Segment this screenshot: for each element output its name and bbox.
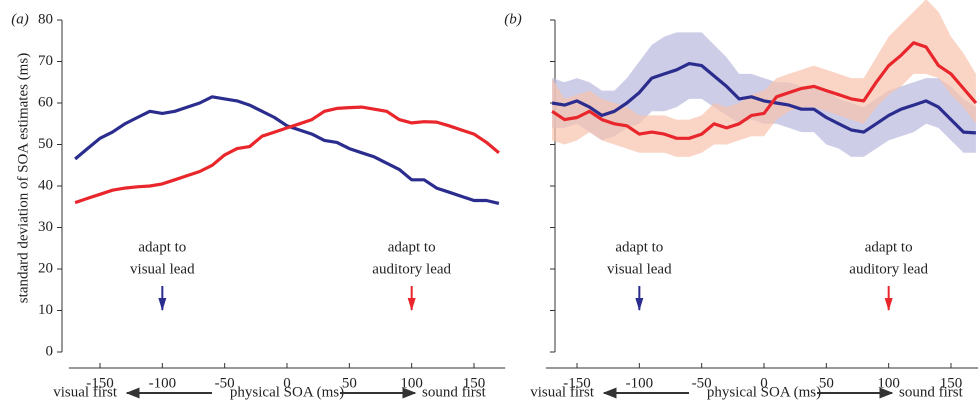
annotation: visual lead — [607, 261, 672, 277]
x-axis-left-label: visual first — [53, 384, 118, 400]
annotation: auditory lead — [372, 261, 451, 277]
y-tick-label: 30 — [38, 219, 53, 235]
y-tick-label: 80 — [38, 11, 53, 27]
x-tick-label: 0 — [760, 375, 768, 391]
x-axis-left-label: visual first — [530, 384, 595, 400]
x-tick-label: -50 — [215, 375, 235, 391]
annotation-arrow-head — [884, 298, 893, 311]
y-axis-label: standard deviation of SOA estimates (ms) — [15, 53, 31, 303]
annotation: adapt to — [138, 239, 186, 255]
annotation: visual lead — [130, 261, 195, 277]
y-tick-label: 70 — [38, 53, 53, 69]
data-line — [74, 105, 500, 205]
error-band — [552, 0, 976, 157]
data-line — [551, 62, 977, 135]
annotation: adapt to — [388, 239, 436, 255]
x-tick-label: 0 — [283, 375, 291, 391]
x-tick-label: -150 — [563, 375, 591, 391]
panel-label: (a) — [11, 11, 29, 27]
x-tick-label: 50 — [342, 375, 357, 391]
annotation-arrow-head — [158, 298, 167, 311]
y-tick-label: 10 — [38, 302, 53, 318]
x-tick-label: 150 — [940, 375, 963, 391]
data-line — [74, 95, 500, 205]
data-line — [551, 41, 978, 140]
x-tick-label: -100 — [149, 375, 177, 391]
x-tick-label: 100 — [877, 375, 900, 391]
annotation-arrow-head — [635, 298, 644, 311]
y-tick-label: 0 — [46, 343, 54, 359]
x-tick-label: -100 — [626, 375, 654, 391]
y-tick-label: 20 — [38, 260, 53, 276]
x-tick-label: -150 — [86, 375, 114, 391]
x-axis-right-label: sound first — [899, 384, 964, 400]
x-tick-label: 150 — [463, 375, 486, 391]
x-tick-label: -50 — [692, 375, 712, 391]
x-axis-label: physical SOA (ms) — [707, 384, 821, 400]
annotation: auditory lead — [849, 261, 928, 277]
x-tick-label: 100 — [400, 375, 423, 391]
y-tick-label: 60 — [38, 94, 53, 110]
y-tick-label: 50 — [38, 136, 53, 152]
x-axis-label: physical SOA (ms) — [230, 384, 344, 400]
annotation-arrow-head — [407, 298, 416, 311]
x-axis-right-label: sound first — [422, 384, 487, 400]
x-tick-label: 50 — [819, 375, 834, 391]
y-tick-label: 40 — [38, 177, 53, 193]
annotation: adapt to — [865, 239, 913, 255]
annotation: adapt to — [615, 239, 663, 255]
panel-label: (b) — [504, 11, 522, 27]
